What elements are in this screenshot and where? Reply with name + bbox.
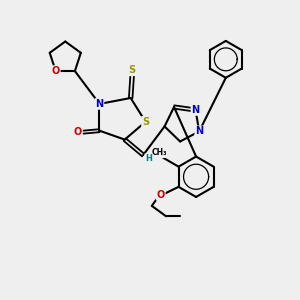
Text: O: O bbox=[74, 127, 82, 137]
Text: O: O bbox=[157, 190, 165, 200]
Text: CH₃: CH₃ bbox=[152, 148, 167, 158]
Text: S: S bbox=[142, 117, 149, 127]
Text: N: N bbox=[191, 105, 200, 115]
Text: S: S bbox=[129, 65, 136, 75]
Text: N: N bbox=[195, 126, 203, 136]
Text: O: O bbox=[52, 66, 60, 76]
Text: H: H bbox=[145, 154, 152, 163]
Text: N: N bbox=[95, 99, 104, 109]
